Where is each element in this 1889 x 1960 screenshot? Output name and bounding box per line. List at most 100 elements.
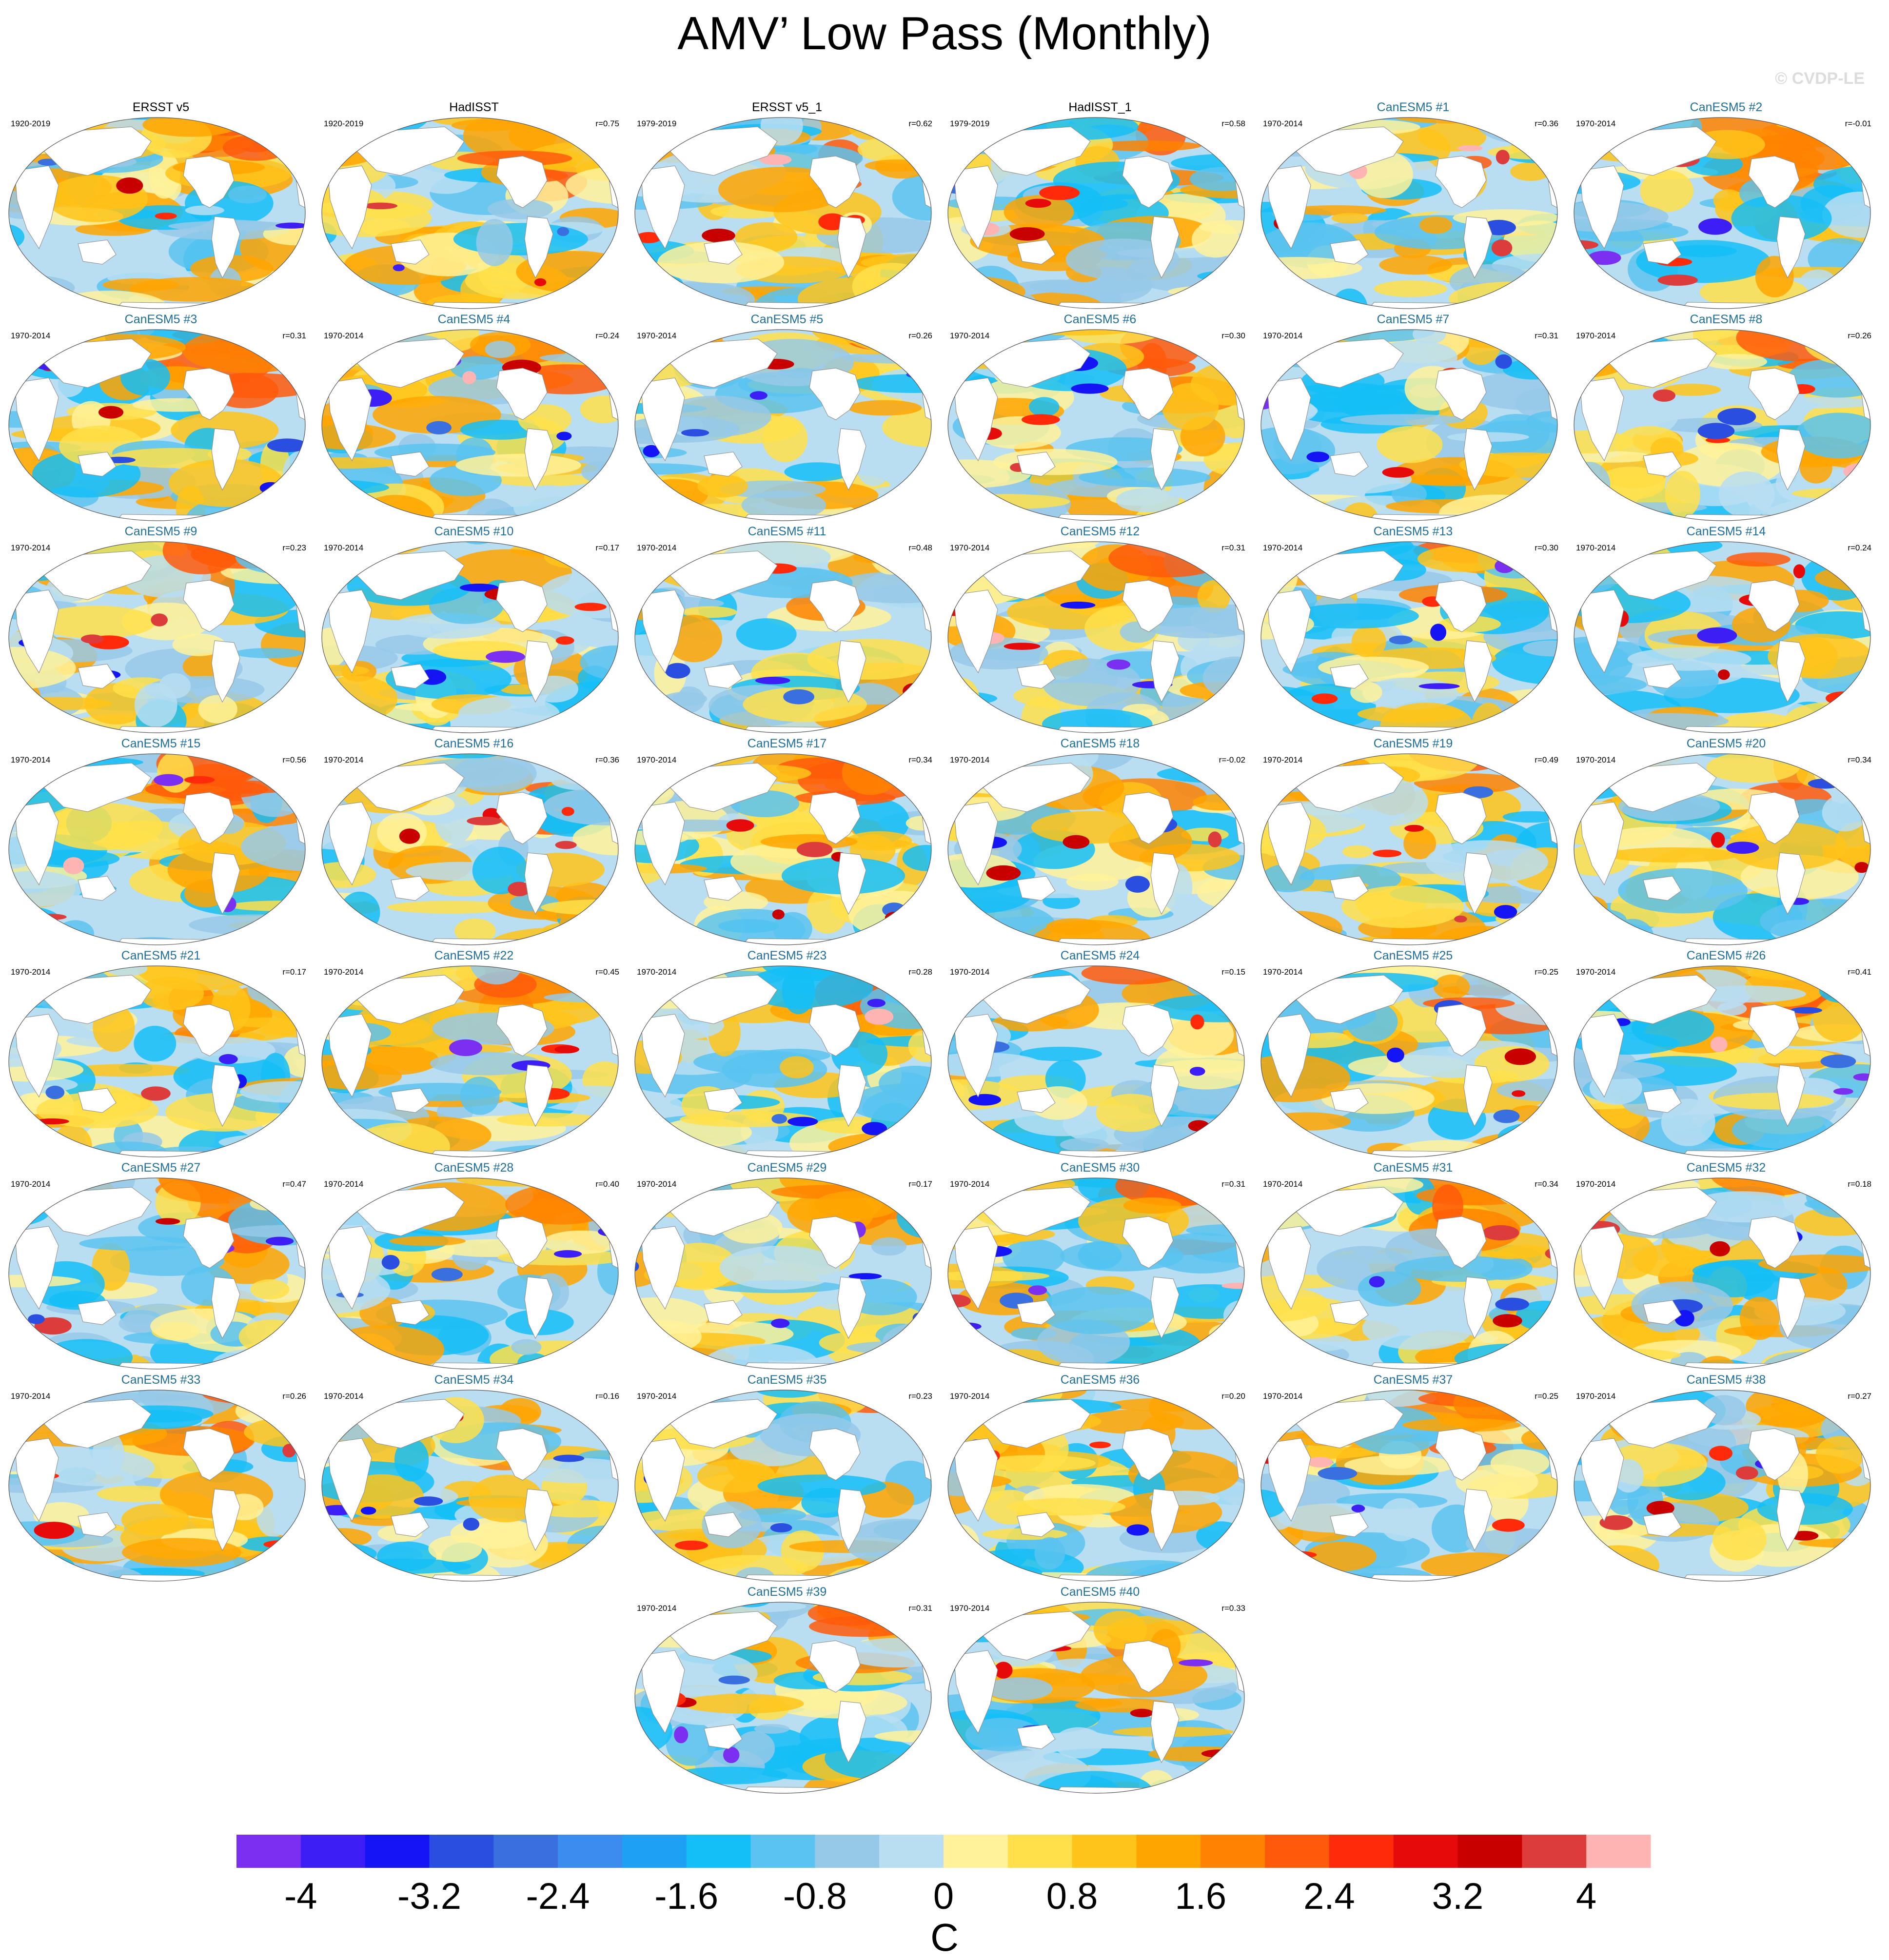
landmass xyxy=(1676,514,1786,521)
map-panel: CanESM5 #21 1970-2014 r=0.17 xyxy=(5,946,317,1157)
sst-anomaly-map xyxy=(321,965,619,1157)
anomaly-patch xyxy=(334,118,415,123)
anomaly-patch xyxy=(553,971,618,983)
anomaly-patch xyxy=(1205,968,1244,991)
panel-period: 1970-2014 xyxy=(1263,119,1303,128)
landmass xyxy=(737,302,846,309)
sst-anomaly-map xyxy=(947,1602,1245,1794)
landmass xyxy=(183,1004,235,1057)
sst-anomaly-map xyxy=(321,1177,619,1370)
anomaly-patch xyxy=(1031,811,1151,844)
anomaly-patch xyxy=(1421,1552,1533,1579)
landmass xyxy=(111,1150,220,1157)
anomaly-field xyxy=(635,542,931,733)
map-border xyxy=(8,753,306,945)
anomaly-patch xyxy=(1574,1178,1629,1206)
anomaly-extreme xyxy=(1028,1285,1047,1295)
anomaly-patch xyxy=(1261,1390,1326,1406)
anomaly-extreme xyxy=(1574,1217,1586,1226)
anomaly-extreme xyxy=(154,774,184,786)
anomaly-extreme xyxy=(1493,1109,1520,1123)
anomaly-patch xyxy=(1574,496,1622,507)
panel-title: CanESM5 #9 xyxy=(124,525,197,538)
map-border xyxy=(634,753,932,945)
anomaly-extreme xyxy=(1833,1088,1853,1095)
landmass xyxy=(1609,763,1717,812)
anomaly-patch xyxy=(1380,703,1474,733)
anomaly-patch xyxy=(511,1339,542,1355)
anomaly-patch xyxy=(1193,794,1244,811)
landmass xyxy=(424,1150,533,1157)
anomaly-patch xyxy=(324,754,433,757)
landmass xyxy=(1643,239,1682,265)
anomaly-patch xyxy=(635,1390,730,1400)
panel-period: 1970-2014 xyxy=(637,755,677,764)
landmass xyxy=(14,1014,59,1098)
anomaly-patch xyxy=(1081,966,1184,985)
panel-title: CanESM5 #23 xyxy=(747,949,827,962)
landmass xyxy=(669,763,778,812)
anomaly-patch xyxy=(1202,118,1244,145)
anomaly-patch xyxy=(428,1535,482,1562)
landmass xyxy=(953,589,998,674)
anomaly-patch xyxy=(1284,1390,1351,1402)
colorbar-tick-label: 0 xyxy=(933,1876,954,1917)
anomaly-patch xyxy=(1197,580,1230,613)
landmass xyxy=(1776,640,1806,703)
anomaly-patch xyxy=(1261,338,1287,374)
anomaly-patch xyxy=(809,1616,917,1637)
colorbar-box xyxy=(236,1835,301,1868)
map-border xyxy=(1574,329,1871,521)
anomaly-extreme xyxy=(463,1518,480,1531)
map-border xyxy=(947,117,1245,309)
anomaly-field xyxy=(1261,118,1557,309)
landmass xyxy=(78,451,117,477)
landmass xyxy=(1776,216,1806,279)
anomaly-patch xyxy=(635,1178,669,1197)
landmass xyxy=(1266,165,1311,250)
anomaly-extreme xyxy=(467,817,502,825)
anomaly-patch xyxy=(1029,397,1060,417)
panel-correlation: r=0.45 xyxy=(595,967,619,977)
anomaly-patch xyxy=(1379,255,1453,275)
anomaly-extreme xyxy=(1311,693,1338,704)
panel-correlation: r=0.49 xyxy=(1535,755,1558,764)
landmass xyxy=(1363,302,1473,309)
anomaly-patch xyxy=(1058,330,1166,345)
anomaly-field xyxy=(635,118,931,309)
anomaly-patch xyxy=(198,695,237,724)
panel-title: CanESM5 #6 xyxy=(1063,313,1137,326)
panel-title: CanESM5 #2 xyxy=(1690,100,1763,114)
anomaly-patch xyxy=(1489,330,1557,345)
anomaly-field xyxy=(322,330,618,521)
sst-anomaly-map xyxy=(634,117,932,309)
landmass xyxy=(524,216,553,279)
sst-anomaly-map xyxy=(634,965,932,1157)
colorbar-box xyxy=(815,1835,880,1868)
landmass xyxy=(640,1014,685,1098)
sst-anomaly-map xyxy=(1260,965,1558,1157)
anomaly-extreme xyxy=(35,1118,69,1125)
anomaly-patch xyxy=(1398,474,1470,486)
anomaly-patch xyxy=(102,278,179,292)
anomaly-patch xyxy=(25,1390,114,1399)
anomaly-patch xyxy=(283,1045,305,1078)
anomaly-extreme xyxy=(1071,383,1109,394)
landmass xyxy=(327,1014,372,1098)
landmass xyxy=(1435,156,1487,208)
anomaly-extreme xyxy=(1698,218,1732,235)
map-panel: CanESM5 #35 1970-2014 r=0.23 xyxy=(631,1370,943,1582)
panel-correlation: r=0.34 xyxy=(908,755,932,764)
anomaly-extreme xyxy=(1793,564,1805,579)
landmass xyxy=(640,802,685,886)
anomaly-patch xyxy=(1703,353,1768,370)
anomaly-extreme xyxy=(265,1236,294,1246)
anomaly-patch xyxy=(1187,1178,1244,1185)
anomaly-patch xyxy=(322,118,407,121)
sst-anomaly-map xyxy=(947,541,1245,733)
anomaly-extreme xyxy=(920,460,931,468)
anomaly-patch xyxy=(339,891,380,934)
map-border xyxy=(1574,541,1871,733)
landmass xyxy=(496,792,548,844)
anomaly-extreme xyxy=(1711,832,1725,848)
